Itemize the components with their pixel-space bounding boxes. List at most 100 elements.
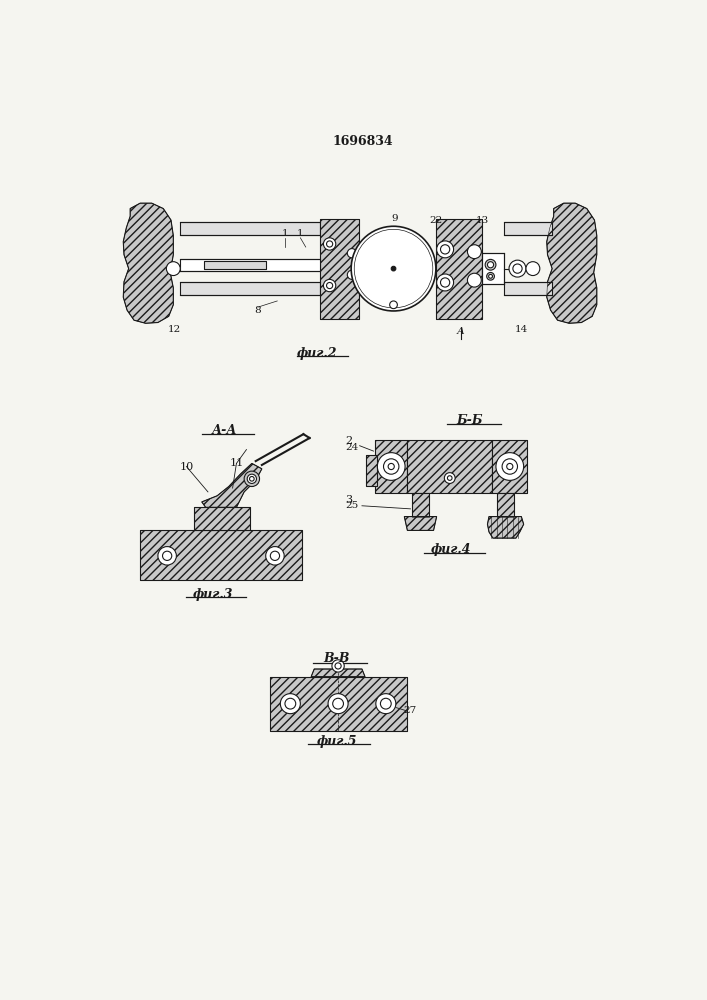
Circle shape [378,453,405,480]
Circle shape [327,282,333,289]
Circle shape [354,229,433,308]
Text: 14: 14 [515,325,528,334]
Circle shape [285,698,296,709]
Bar [497,493,514,517]
Text: А-А: А-А [212,424,238,437]
Circle shape [250,477,254,481]
Circle shape [333,698,344,709]
Text: фиг.4: фиг.4 [431,543,471,556]
Circle shape [526,262,540,276]
Circle shape [270,551,279,560]
Circle shape [332,660,344,672]
Circle shape [509,260,526,277]
Circle shape [335,663,341,669]
Polygon shape [201,463,262,507]
Circle shape [489,274,493,278]
Circle shape [388,463,395,470]
Circle shape [266,547,284,565]
Circle shape [448,476,452,480]
Bar [503,222,552,235]
Bar [436,219,482,319]
Circle shape [244,471,259,487]
Bar [503,282,552,295]
Circle shape [496,453,524,480]
Bar [180,222,320,235]
Bar [140,530,302,580]
Circle shape [347,270,356,279]
Text: фиг.5: фиг.5 [316,735,357,748]
Bar [436,219,482,319]
Text: 22: 22 [429,216,443,225]
Circle shape [391,266,396,271]
Bar [375,440,407,493]
Circle shape [327,241,333,247]
Text: 1: 1 [281,229,288,238]
Bar [412,493,429,517]
Circle shape [163,551,172,560]
Bar [320,219,359,319]
Bar [320,219,359,319]
Bar [194,507,250,530]
Text: 24: 24 [345,443,358,452]
Polygon shape [404,517,437,530]
Bar [180,259,320,271]
Circle shape [444,473,455,483]
Circle shape [328,694,348,714]
Circle shape [440,278,450,287]
Circle shape [502,459,518,474]
Circle shape [281,694,300,714]
Text: А: А [457,327,464,336]
Text: 27: 27 [403,706,416,715]
Circle shape [507,463,513,470]
Polygon shape [123,203,173,323]
Bar [482,253,503,284]
Text: Б-Б: Б-Б [457,414,483,427]
Bar [492,440,527,493]
Text: 12: 12 [168,325,182,334]
Circle shape [166,262,180,276]
Polygon shape [547,203,597,323]
Text: 10: 10 [180,462,194,472]
Circle shape [324,238,336,250]
Bar [375,440,407,493]
Text: 13: 13 [477,216,489,225]
Bar [204,261,266,269]
Bar [492,440,527,493]
Text: 8: 8 [255,306,262,315]
Text: 11: 11 [229,458,244,468]
Circle shape [351,226,436,311]
Circle shape [486,272,494,280]
Bar [140,530,302,580]
Text: 1: 1 [297,229,304,238]
Circle shape [376,694,396,714]
Polygon shape [487,517,524,538]
Bar [269,677,407,731]
Bar [269,677,407,731]
Bar [407,440,492,493]
Bar [407,440,492,493]
Circle shape [324,279,336,292]
Bar [180,282,320,295]
Bar [412,493,429,517]
Circle shape [440,245,450,254]
Circle shape [513,264,522,273]
Circle shape [247,474,257,483]
Circle shape [467,273,481,287]
Circle shape [467,245,481,259]
Circle shape [347,249,356,258]
Bar [366,455,377,486]
Text: 25: 25 [345,501,358,510]
Text: 9: 9 [391,214,397,223]
Text: 1696834: 1696834 [332,135,393,148]
Text: 3: 3 [345,495,352,505]
Circle shape [158,547,176,565]
Circle shape [437,274,454,291]
Circle shape [380,698,391,709]
Bar [194,507,250,530]
Circle shape [487,262,493,268]
Polygon shape [311,669,365,677]
Circle shape [485,259,496,270]
Circle shape [390,301,397,309]
Circle shape [437,241,454,258]
Text: фиг.2: фиг.2 [297,347,337,360]
